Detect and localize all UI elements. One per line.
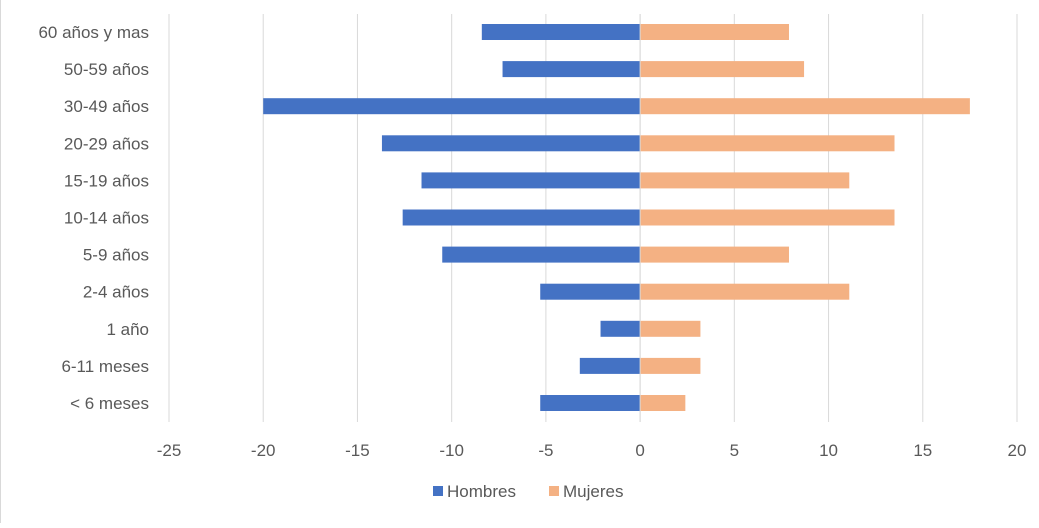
bar-hombres-8 (600, 320, 641, 337)
category-labels: 60 años y mas 50-59 años 30-49 años 20-29 a… (38, 23, 149, 413)
bar-mujeres-6 (640, 246, 789, 263)
bar-mujeres-9 (640, 357, 701, 374)
legend-swatch-hombres (433, 486, 443, 496)
bar-mujeres-10 (640, 395, 686, 411)
x-tick-label: -5 (538, 441, 553, 460)
bar-mujeres-1 (640, 61, 805, 78)
legend-label-mujeres: Mujeres (563, 482, 623, 501)
bar-mujeres-2 (640, 98, 970, 115)
category-label: < 6 meses (70, 394, 149, 413)
bar-mujeres-3 (640, 135, 895, 152)
bar-hombres-1 (502, 61, 641, 78)
category-label: 6-11 meses (61, 357, 149, 376)
bar-mujeres-0 (640, 24, 789, 40)
x-tick-label: -15 (345, 441, 370, 460)
x-tick-label: -10 (439, 441, 464, 460)
bar-hombres-2 (263, 98, 641, 115)
category-label: 15-19 años (64, 171, 149, 190)
x-tick-label: 10 (819, 441, 838, 460)
x-tick-label: 0 (635, 441, 644, 460)
bar-hombres-6 (442, 246, 641, 263)
category-label: 2-4 años (83, 283, 149, 302)
x-tick-label: 15 (913, 441, 932, 460)
x-tick-label: 5 (730, 441, 739, 460)
bar-hombres-10 (540, 395, 641, 411)
category-label: 1 año (106, 320, 149, 339)
bars (263, 14, 970, 422)
x-tick-label: 20 (1008, 441, 1027, 460)
category-label: 60 años y mas (38, 23, 149, 42)
category-label: 20-29 años (64, 134, 149, 153)
legend: Hombres Mujeres (433, 482, 623, 501)
bar-hombres-7 (540, 283, 641, 300)
x-tick-label: -25 (157, 441, 182, 460)
x-tick-labels: -25 -20 -15 -10 -5 0 5 10 15 20 (157, 441, 1027, 460)
bar-hombres-4 (421, 172, 641, 189)
bar-hombres-9 (579, 357, 641, 374)
bar-hombres-5 (402, 209, 641, 226)
bar-mujeres-4 (640, 172, 850, 189)
bar-mujeres-7 (640, 283, 850, 300)
legend-swatch-mujeres (549, 486, 559, 496)
category-label: 5-9 años (83, 246, 149, 265)
category-label: 50-59 años (64, 60, 149, 79)
bar-hombres-0 (481, 24, 641, 40)
bar-hombres-3 (381, 135, 641, 152)
category-label: 30-49 años (64, 97, 149, 116)
bar-mujeres-5 (640, 209, 895, 226)
bar-mujeres-8 (640, 320, 701, 337)
x-tick-label: -20 (251, 441, 276, 460)
category-label: 10-14 años (64, 209, 149, 228)
legend-label-hombres: Hombres (447, 482, 516, 501)
